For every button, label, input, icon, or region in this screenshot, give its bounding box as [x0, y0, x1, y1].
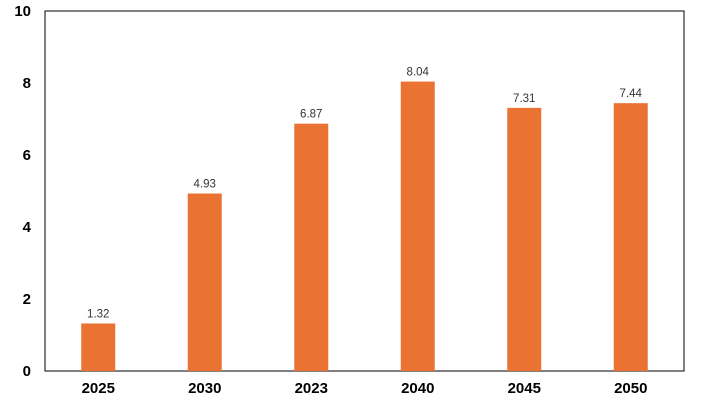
x-tick-label: 2040	[401, 380, 434, 397]
y-tick-label: 0	[23, 363, 31, 380]
data-label: 6.87	[300, 109, 322, 121]
data-label: 4.93	[194, 179, 216, 191]
bar-2030	[187, 193, 222, 371]
x-tick-label: 2050	[614, 380, 647, 397]
plot-border	[44, 10, 685, 372]
plot-frame	[44, 10, 685, 372]
bar-2045	[507, 107, 542, 371]
x-tick-label: 2025	[82, 380, 115, 397]
y-tick-label: 6	[23, 147, 31, 164]
x-tick-label: 2030	[188, 380, 221, 397]
x-axis-ticks: 2025 2030 2023 2040 2045 2050	[82, 380, 648, 397]
bar-2040	[400, 81, 435, 371]
x-tick-label: 2045	[508, 380, 541, 397]
data-labels: 1.32 4.93 6.87 8.04 7.31 7.44	[87, 67, 642, 321]
y-tick-label: 2	[23, 291, 31, 308]
y-tick-label: 4	[23, 219, 32, 236]
data-label: 7.44	[620, 88, 643, 100]
data-label: 8.04	[407, 67, 430, 79]
data-label: 1.32	[87, 308, 109, 320]
x-tick-label: 2023	[295, 380, 328, 397]
bar-2050	[613, 103, 648, 371]
bar-2023	[294, 123, 329, 372]
bar-2025	[81, 323, 116, 371]
y-tick-label: 10	[14, 3, 31, 20]
bars	[81, 81, 648, 372]
y-tick-label: 8	[23, 75, 31, 92]
y-axis-ticks: 0 2 4 6 8 10	[14, 3, 31, 380]
data-label: 7.31	[513, 93, 535, 105]
